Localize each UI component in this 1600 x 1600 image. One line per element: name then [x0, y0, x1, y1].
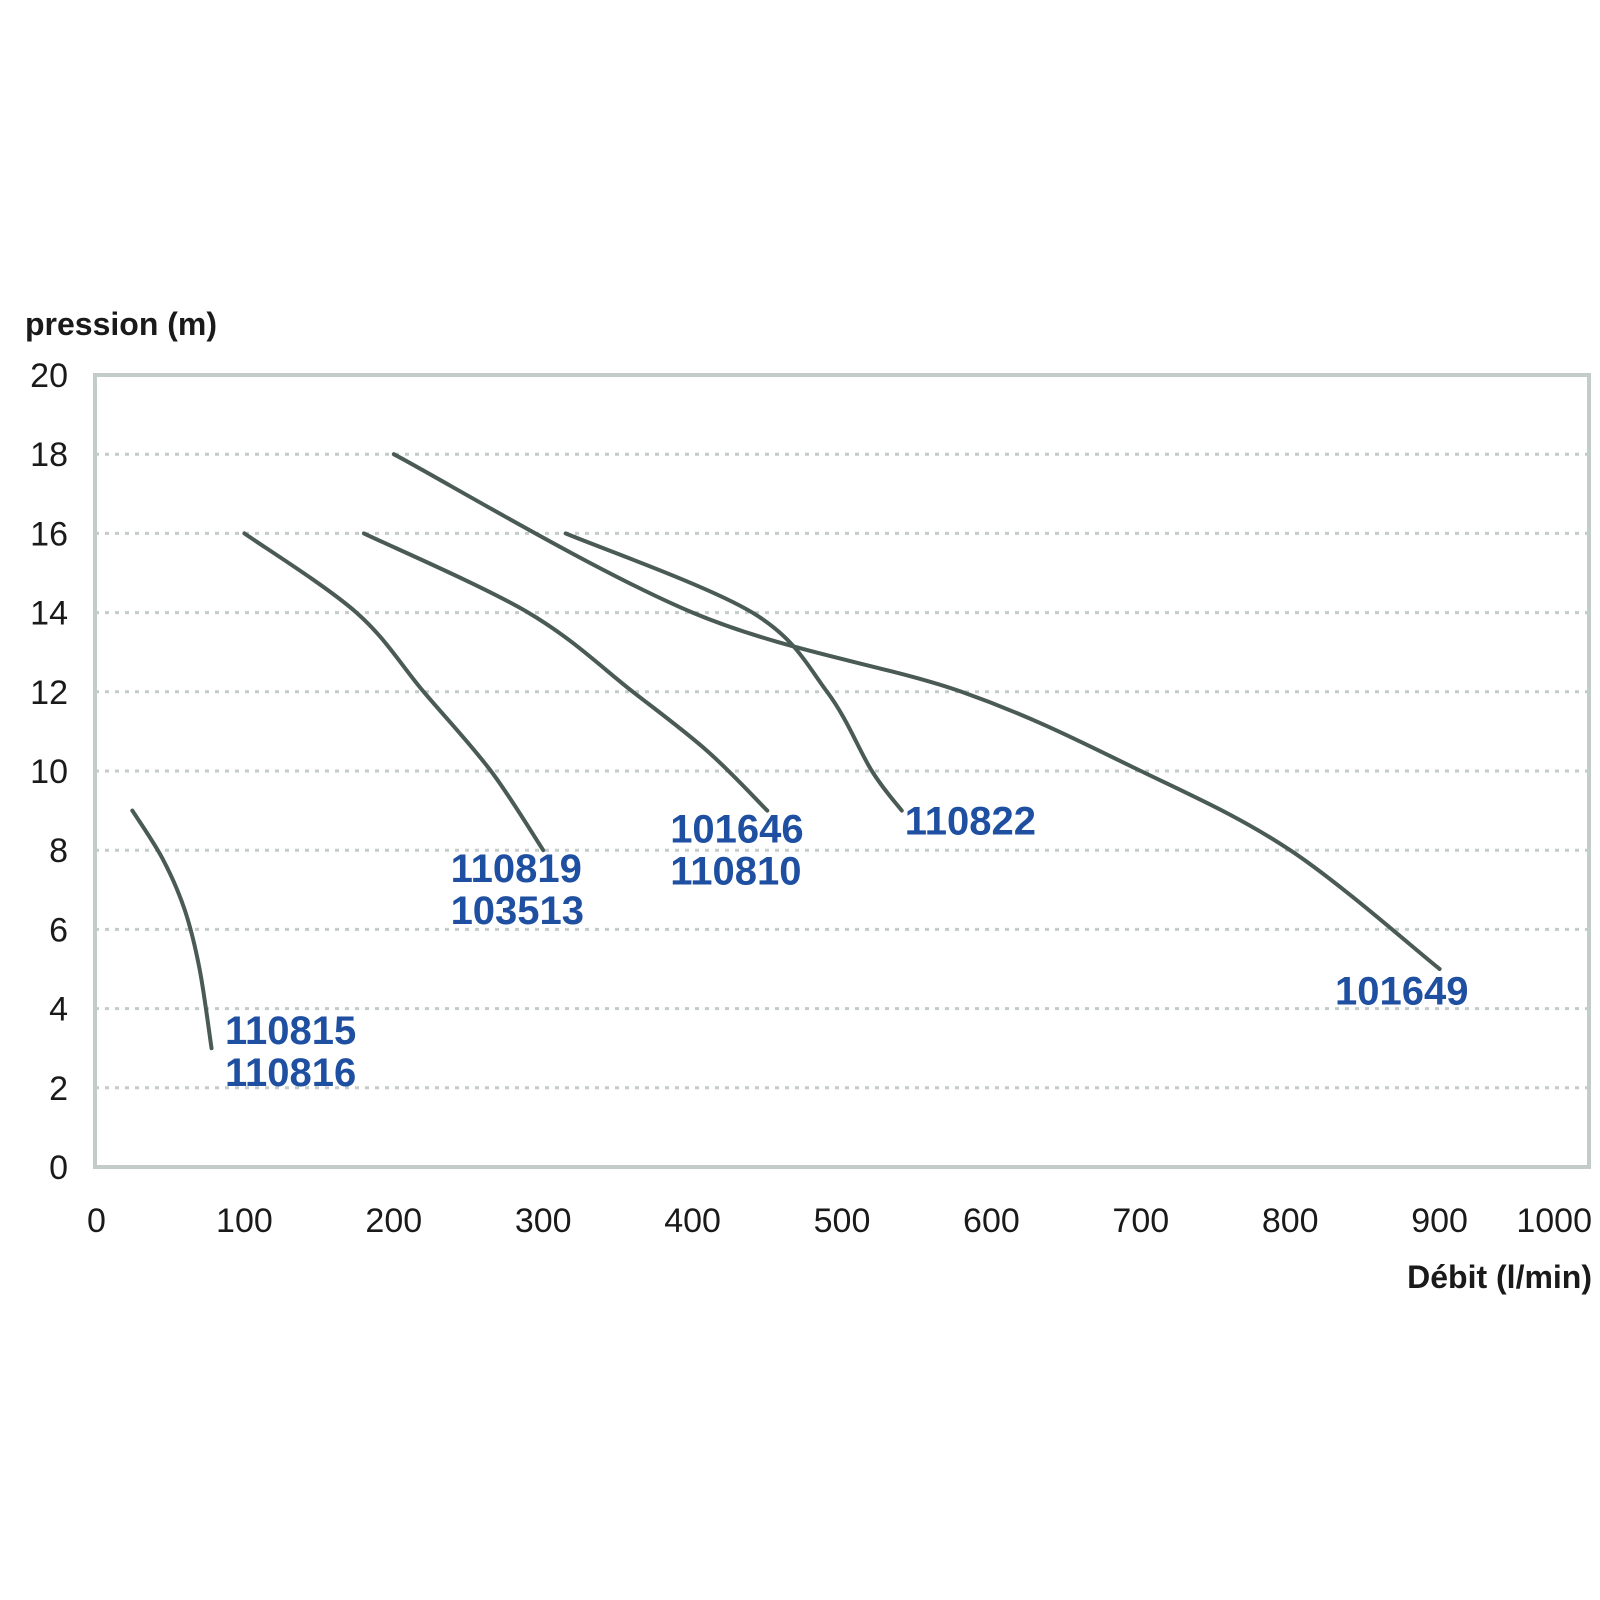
- y-tick-10: 10: [30, 753, 68, 791]
- x-tick-900: 900: [1411, 1202, 1468, 1240]
- y-axis-title: pression (m): [25, 306, 217, 342]
- y-tick-14: 14: [30, 595, 68, 633]
- series-label-110815: 110815: [225, 1009, 356, 1053]
- series-label-101649: 101649: [1335, 970, 1468, 1014]
- series-label-103513: 103513: [451, 889, 584, 933]
- y-tick-16: 16: [30, 515, 68, 553]
- x-tick-300: 300: [515, 1202, 572, 1240]
- series-label-110819: 110819: [451, 847, 582, 891]
- y-tick-0: 0: [49, 1149, 68, 1187]
- y-tick-4: 4: [49, 991, 68, 1029]
- x-axis-ticks: 0 100 200 300 400 500 600 700 800 900 1000: [87, 1202, 1592, 1240]
- curve-110819-103513: [242, 531, 546, 853]
- curve-110822: [563, 531, 904, 813]
- x-axis-title: Débit (l/min): [1407, 1259, 1592, 1295]
- curve-110815-110816: [130, 808, 214, 1051]
- series-label-110810: 110810: [670, 849, 801, 893]
- x-tick-700: 700: [1112, 1202, 1169, 1240]
- y-tick-20: 20: [30, 357, 68, 395]
- y-tick-2: 2: [49, 1070, 68, 1108]
- series-label-110816: 110816: [225, 1051, 356, 1095]
- plot-frame: [93, 373, 1591, 1169]
- x-tick-1000: 1000: [1516, 1202, 1592, 1240]
- x-tick-500: 500: [814, 1202, 871, 1240]
- y-tick-6: 6: [49, 911, 68, 949]
- x-tick-200: 200: [365, 1202, 422, 1240]
- curve-101646-110810: [361, 531, 770, 813]
- pump-curves: [130, 452, 1442, 1051]
- y-axis-ticks: 0 2 4 6 8 10 12 14 16 18 20: [30, 357, 68, 1187]
- y-tick-12: 12: [30, 674, 68, 712]
- x-tick-800: 800: [1262, 1202, 1319, 1240]
- series-label-110822: 110822: [905, 799, 1036, 843]
- x-tick-0: 0: [87, 1202, 106, 1240]
- x-tick-600: 600: [963, 1202, 1020, 1240]
- series-label-101646: 101646: [670, 807, 803, 851]
- y-tick-18: 18: [30, 436, 68, 474]
- y-tick-8: 8: [49, 832, 68, 870]
- x-tick-100: 100: [216, 1202, 273, 1240]
- x-tick-400: 400: [664, 1202, 721, 1240]
- curve-101649: [391, 452, 1442, 971]
